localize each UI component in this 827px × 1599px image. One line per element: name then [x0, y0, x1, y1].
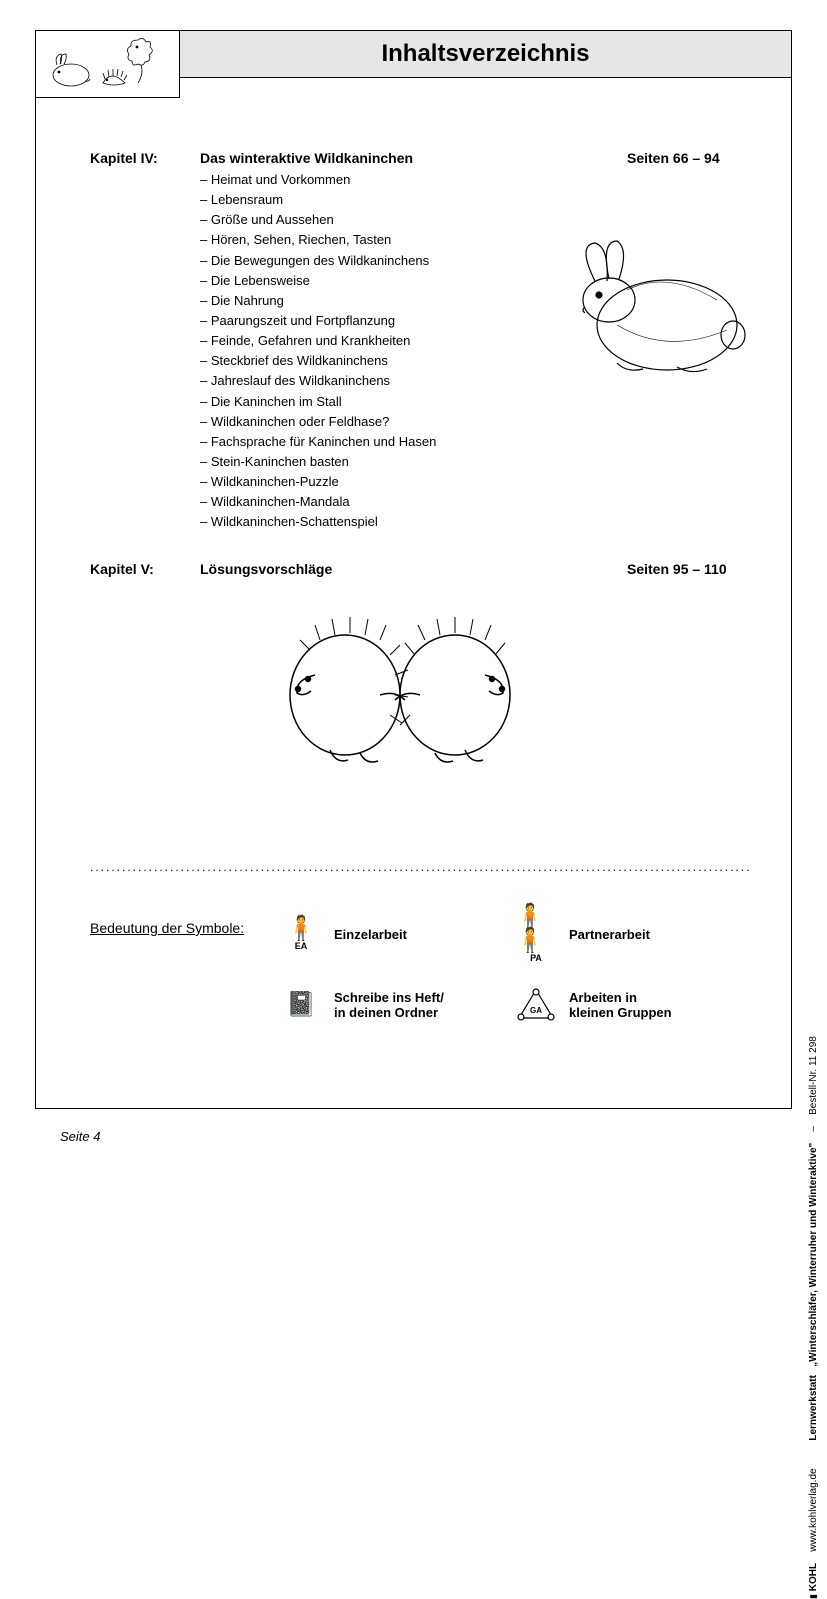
chapter-5-title: Lösungsvorschläge [200, 561, 627, 577]
symbol-grid: 🧍 EA Einzelarbeit 🧍🧍 PA Partnerarbeit 📓 … [280, 905, 750, 1022]
chapter-5-pages: Seiten 95 – 110 [627, 561, 767, 577]
svg-text:GA: GA [530, 1006, 542, 1015]
ga-label: Arbeiten in kleinen Gruppen [569, 990, 672, 1020]
side-publisher-text: ▮ KOHL www.kohlverlag.de Lernwerkstatt „… [808, 1099, 819, 1599]
chapter-5-label: Kapitel V: [90, 561, 200, 577]
chapter-4-row: Kapitel IV: Das winteraktive Wildkaninch… [90, 150, 767, 166]
chapter-4-subitem: – Die Kaninchen im Stall [200, 392, 767, 412]
chapter-4-subitem: – Heimat und Vorkommen [200, 170, 767, 190]
chapter-4-subitem: – Wildkaninchen-Puzzle [200, 472, 767, 492]
symbol-heft: 📓 Schreibe ins Heft/ in deinen Ordner [280, 988, 515, 1022]
rabbit-illustration [557, 235, 757, 385]
pa-icon: 🧍🧍 PA [515, 905, 557, 963]
dotted-separator: ........................................… [90, 860, 752, 874]
ea-code: EA [295, 941, 308, 951]
pa-code: PA [530, 953, 542, 963]
ea-label: Einzelarbeit [334, 927, 407, 942]
chapter-4-pages: Seiten 66 – 94 [627, 150, 767, 166]
chapter-4-subitem: – Größe und Aussehen [200, 210, 767, 230]
chapter-4-subitem: – Wildkaninchen oder Feldhase? [200, 412, 767, 432]
ga-icon: GA [515, 988, 557, 1022]
side-title: „Winterschläfer, Winterruher und Wintera… [808, 1143, 819, 1367]
ea-icon: 🧍 EA [280, 917, 322, 951]
chapter-4-subitem: – Lebensraum [200, 190, 767, 210]
side-brand: KOHL [808, 1563, 819, 1591]
chapter-4-subitem: – Stein-Kaninchen basten [200, 452, 767, 472]
header-row: Inhaltsverzeichnis [35, 30, 792, 98]
chapter-4-label: Kapitel IV: [90, 150, 200, 166]
side-url: www.kohlverlag.de [808, 1468, 819, 1551]
symbols-title: Bedeutung der Symbole: [90, 920, 244, 936]
side-series: Lernwerkstatt [808, 1375, 819, 1441]
chapter-4-subitem: – Wildkaninchen-Schattenspiel [200, 512, 767, 532]
symbol-pa: 🧍🧍 PA Partnerarbeit [515, 905, 750, 963]
chapter-4-title: Das winteraktive Wildkaninchen [200, 150, 627, 166]
side-order: Bestell-Nr. 11 298 [808, 1036, 819, 1115]
page: Inhaltsverzeichnis Kapitel IV: Das winte… [0, 0, 827, 1169]
header-animals-icon [35, 30, 180, 98]
chapter-5-row: Kapitel V: Lösungsvorschläge Seiten 95 –… [90, 561, 767, 577]
notebook-icon: 📓 [280, 993, 322, 1017]
page-number: Seite 4 [60, 1129, 100, 1144]
hedgehogs-illustration [260, 585, 540, 785]
chapter-4-subitem: – Fachsprache für Kaninchen und Hasen [200, 432, 767, 452]
pa-label: Partnerarbeit [569, 927, 650, 942]
symbol-ga: GA Arbeiten in kleinen Gruppen [515, 988, 750, 1022]
side-dash: – [808, 1126, 819, 1132]
heft-label: Schreibe ins Heft/ in deinen Ordner [334, 990, 444, 1020]
chapter-4-subitem: – Wildkaninchen-Mandala [200, 492, 767, 512]
page-title: Inhaltsverzeichnis [180, 30, 792, 78]
symbol-ea: 🧍 EA Einzelarbeit [280, 905, 515, 963]
